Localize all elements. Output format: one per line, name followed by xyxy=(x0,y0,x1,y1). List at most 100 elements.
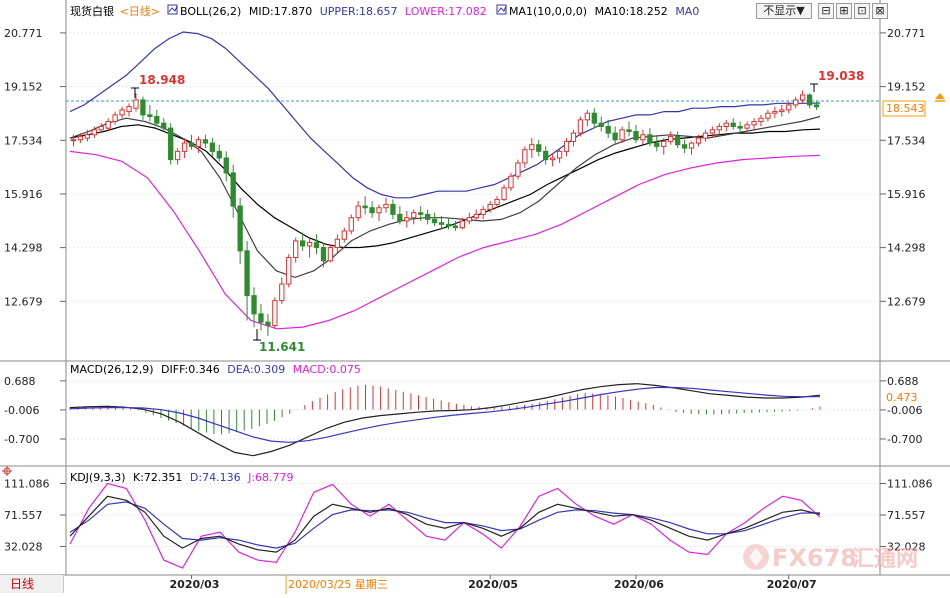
candle xyxy=(799,90,806,104)
period-tab-daily[interactable]: 日线 xyxy=(0,575,64,593)
candle xyxy=(154,109,160,127)
expand-icon[interactable]: ⊞ xyxy=(836,3,852,19)
macd-axis-label-left: 0.688 xyxy=(4,375,36,388)
candle xyxy=(70,134,77,147)
kdj-k-line xyxy=(69,495,821,553)
macd-axis-left: 0.688 -0.006 -0.700 xyxy=(4,375,66,446)
boll-upper-line xyxy=(69,31,821,199)
candle xyxy=(744,121,750,132)
crosshair-icon[interactable] xyxy=(2,466,12,476)
macd-axis-right: 0.688 -0.006 -0.700 xyxy=(880,375,922,446)
candle xyxy=(563,138,570,157)
candle xyxy=(674,131,681,149)
ma-readout: MA1(10,0,0,0) MA10:18.252 MA0 xyxy=(509,5,699,18)
candle xyxy=(480,206,486,220)
price-up-arrow-icon[interactable] xyxy=(935,93,945,99)
price-axis-label-right: 17.534 xyxy=(887,134,926,147)
candle xyxy=(209,138,216,157)
candle xyxy=(84,129,91,142)
cursor-date: 2020/03/25 星期三 xyxy=(288,578,388,591)
price-axis-label-left: 20.771 xyxy=(4,27,43,40)
candle xyxy=(251,287,257,328)
candle xyxy=(362,196,368,215)
candle xyxy=(806,93,813,109)
candle xyxy=(161,118,167,132)
candle xyxy=(536,139,542,157)
candle xyxy=(140,96,146,120)
candle xyxy=(758,114,764,127)
kdj-axis-label-left: 32.028 xyxy=(4,540,43,553)
hide-indicator-dropdown[interactable]: 不显示▼ xyxy=(756,3,812,19)
kdj-j-line xyxy=(69,482,821,569)
kdj-axis-right: 111.086 71.557 32.028 xyxy=(880,478,933,553)
candle xyxy=(570,129,577,147)
candle xyxy=(223,151,229,182)
candle xyxy=(751,118,757,130)
candle xyxy=(279,277,285,304)
price-axis-label-right: 20.771 xyxy=(887,27,926,40)
candle xyxy=(709,126,716,139)
maximize-icon[interactable]: ⊡ xyxy=(854,3,870,19)
candle xyxy=(813,101,820,110)
candle xyxy=(730,118,736,130)
candle xyxy=(654,136,660,152)
candle xyxy=(397,206,403,225)
close-icon[interactable]: ⊠ xyxy=(872,3,888,19)
candle xyxy=(716,123,722,135)
candle xyxy=(355,201,361,222)
fx678-watermark: FX678 汇通网 xyxy=(743,544,918,572)
candle xyxy=(640,129,646,145)
ma-indicator-icon[interactable] xyxy=(496,4,507,15)
candle xyxy=(681,139,688,154)
candle xyxy=(779,104,785,117)
date-label: 2020/07 xyxy=(767,578,817,591)
candle xyxy=(327,244,334,263)
candle xyxy=(459,217,466,230)
candle xyxy=(737,121,743,134)
candle xyxy=(438,216,445,230)
candle xyxy=(515,159,521,180)
price-axis-right: 20.771 19.152 17.534 15.916 14.298 12.679 xyxy=(880,27,926,308)
candle xyxy=(473,209,479,222)
candle xyxy=(265,313,271,336)
candle xyxy=(320,242,327,268)
price-axis-label-left: 17.534 xyxy=(4,134,43,147)
candle xyxy=(390,199,396,220)
candle xyxy=(695,134,702,147)
high1-label: 18.948 xyxy=(139,73,185,87)
price-axis-label-left: 14.298 xyxy=(4,242,43,255)
candle xyxy=(619,126,625,144)
price-axis-label-right: 14.298 xyxy=(887,242,926,255)
date-label: 2020/06 xyxy=(614,578,664,591)
price-axis-left: 20.771 19.152 17.534 15.916 14.298 12.679 xyxy=(4,27,66,308)
macd-histogram xyxy=(69,384,821,435)
candle xyxy=(112,111,118,125)
last-price-box xyxy=(882,100,926,117)
candle xyxy=(605,119,611,139)
candle xyxy=(404,211,410,228)
candle xyxy=(501,184,507,202)
macd-axis-label-left: -0.006 xyxy=(4,404,39,417)
candle xyxy=(765,109,771,122)
candle xyxy=(522,146,528,168)
date-label: 2020/03 xyxy=(170,578,220,591)
candle xyxy=(452,221,459,231)
candle xyxy=(369,201,375,218)
price-axis-label-right: 12.679 xyxy=(887,295,926,308)
candle xyxy=(702,129,709,142)
candle xyxy=(306,237,313,258)
boll-indicator-icon[interactable] xyxy=(167,4,178,15)
price-axis-label-left: 19.152 xyxy=(4,81,43,94)
date-axis: 2020/03 2020/05 2020/06 2020/07 xyxy=(170,575,817,591)
candle xyxy=(418,206,424,222)
last-price-value: 18.543 xyxy=(886,102,925,115)
candle xyxy=(202,134,209,149)
candle xyxy=(119,106,125,119)
candle xyxy=(661,138,667,155)
candle xyxy=(341,227,347,243)
kdj-axis-label-left: 111.086 xyxy=(4,478,50,491)
restore-icon[interactable]: ⊟ xyxy=(818,3,834,19)
macd-axis-label-right: -0.006 xyxy=(887,404,922,417)
candle xyxy=(529,138,535,158)
